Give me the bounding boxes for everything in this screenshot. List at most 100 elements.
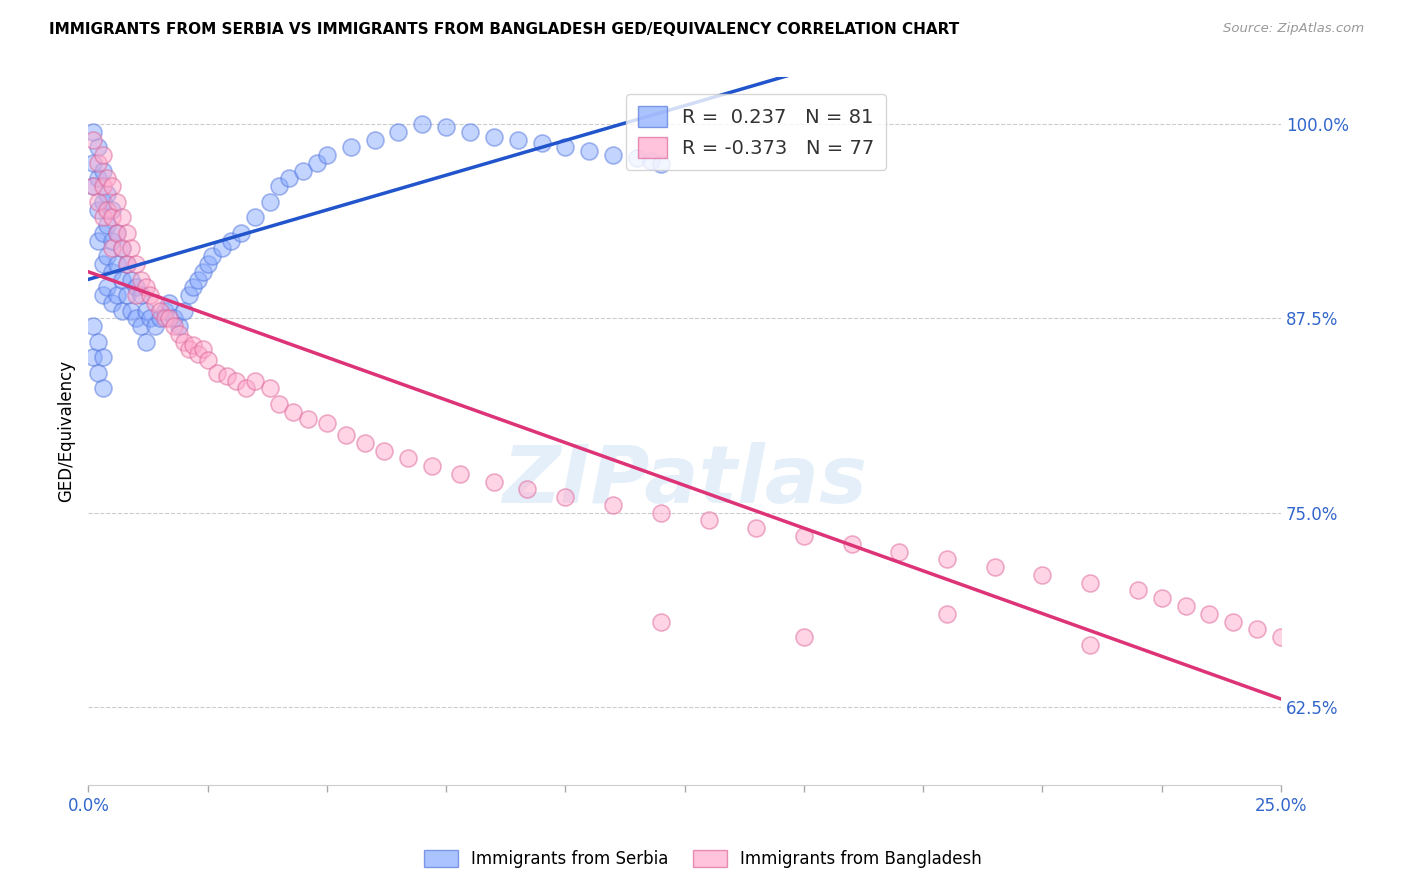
Point (82, 133, 104, 147)
Legend: Immigrants from Serbia, Immigrants from Bangladesh: Immigrants from Serbia, Immigrants from … (418, 843, 988, 875)
Point (1126, 583, 1149, 598)
Point (82, 179, 104, 194)
Point (96, 249, 118, 263)
Point (87, 234, 110, 248)
Point (626, 151, 648, 165)
Point (135, 334, 157, 349)
Legend: R =  0.237   N = 81, R = -0.373   N = 77: R = 0.237 N = 81, R = -0.373 N = 77 (626, 95, 886, 169)
Point (173, 334, 195, 349)
Point (139, 288, 162, 302)
Point (91, 226, 114, 240)
Point (1031, 567, 1053, 582)
Y-axis label: GED/Equivalency: GED/Equivalency (58, 360, 75, 502)
Point (96, 171, 118, 186)
Point (143, 296, 166, 310)
Point (101, 265, 124, 279)
Point (101, 202, 124, 217)
Point (697, 514, 720, 528)
Point (197, 257, 219, 271)
Point (163, 311, 186, 326)
Point (889, 544, 911, 558)
Point (111, 242, 134, 256)
Point (149, 311, 172, 326)
Point (1246, 622, 1268, 636)
Point (101, 179, 124, 194)
Point (115, 288, 138, 302)
Text: IMMIGRANTS FROM SERBIA VS IMMIGRANTS FROM BANGLADESH GED/EQUIVALENCY CORRELATION: IMMIGRANTS FROM SERBIA VS IMMIGRANTS FRO… (49, 22, 959, 37)
Point (111, 272, 134, 286)
Point (506, 133, 529, 147)
Point (173, 303, 195, 318)
Point (1150, 591, 1173, 606)
Point (411, 117, 433, 131)
Point (87, 366, 110, 380)
Point (1198, 607, 1220, 621)
Point (96, 280, 118, 294)
Point (269, 397, 291, 411)
Point (149, 303, 172, 318)
Point (111, 303, 134, 318)
Point (105, 226, 128, 240)
Point (87, 194, 110, 209)
Point (87, 334, 110, 349)
Point (82, 179, 104, 194)
Point (125, 257, 148, 271)
Point (82, 319, 104, 334)
Point (650, 157, 672, 171)
Point (87, 140, 110, 154)
Point (458, 125, 481, 139)
Point (554, 490, 576, 504)
Point (139, 311, 162, 326)
Point (91, 211, 114, 225)
Point (292, 163, 315, 178)
Point (91, 163, 114, 178)
Point (793, 529, 815, 543)
Point (91, 179, 114, 194)
Point (167, 326, 190, 341)
Point (105, 257, 128, 271)
Point (602, 498, 624, 512)
Point (396, 451, 419, 466)
Point (105, 288, 128, 302)
Point (449, 467, 471, 481)
Point (229, 226, 252, 240)
Point (245, 211, 267, 225)
Point (115, 257, 138, 271)
Point (82, 156, 104, 170)
Point (111, 211, 134, 225)
Point (96, 218, 118, 232)
Point (125, 280, 148, 294)
Point (283, 405, 305, 419)
Point (101, 211, 124, 225)
Point (1270, 630, 1292, 644)
Point (153, 303, 176, 318)
Point (101, 242, 124, 256)
Point (91, 257, 114, 271)
Point (1174, 599, 1197, 613)
Text: Source: ZipAtlas.com: Source: ZipAtlas.com (1223, 22, 1364, 36)
Point (530, 136, 553, 150)
Point (91, 288, 114, 302)
Point (936, 552, 959, 566)
Point (120, 303, 142, 318)
Point (163, 319, 186, 334)
Point (191, 343, 214, 357)
Point (650, 506, 672, 520)
Point (143, 319, 166, 334)
Point (96, 187, 118, 202)
Point (482, 129, 505, 144)
Point (96, 202, 118, 217)
Point (640, 154, 662, 169)
Point (125, 288, 148, 302)
Text: ZIPatlas: ZIPatlas (502, 442, 868, 520)
Point (125, 311, 148, 326)
Point (91, 148, 114, 162)
Point (115, 257, 138, 271)
Point (315, 416, 337, 430)
Point (135, 303, 157, 318)
Point (115, 226, 138, 240)
Point (516, 483, 538, 497)
Point (181, 338, 204, 352)
Point (191, 265, 214, 279)
Point (297, 412, 319, 426)
